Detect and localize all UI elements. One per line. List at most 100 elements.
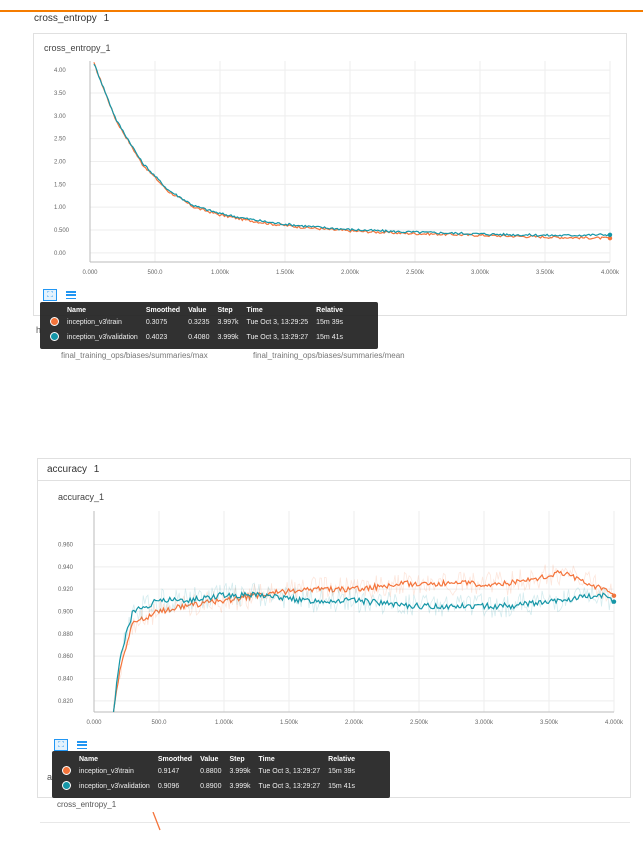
x-tick-label: 2.500k	[406, 270, 425, 276]
series-endpoint	[611, 599, 617, 604]
tooltip-cell-name: inception_v3\validation	[79, 783, 150, 790]
tooltip-accuracy: Name Smoothed Value Step Time Relative i…	[52, 751, 390, 798]
tooltip-header-step: Step	[229, 756, 245, 763]
tooltip-cell-time: Tue Oct 3, 13:29:25	[246, 319, 309, 326]
tooltip-cell-smoothed: 0.9147	[157, 768, 180, 775]
data-table-menu-icon[interactable]	[75, 739, 89, 751]
tooltip-cell-time: Tue Oct 3, 13:29:27	[258, 783, 321, 790]
tooltip-cell-smoothed: 0.4023	[145, 334, 168, 341]
y-tick-label: 0.820	[58, 699, 74, 705]
tooltip-cell-value: 0.8900	[200, 783, 222, 790]
tooltip-header-step: Step	[217, 307, 233, 314]
top-accent-bar	[0, 0, 643, 12]
x-tick-label: 1.000k	[211, 270, 230, 276]
y-tick-label: 0.00	[54, 251, 66, 257]
tooltip-cell-step: 3.999k	[229, 768, 251, 775]
background-path-mean[interactable]: final_training_ops/biases/summaries/mean	[253, 351, 405, 360]
x-tick-label: 1.000k	[215, 720, 234, 726]
tooltip-cell-name: inception_v3\train	[67, 319, 122, 326]
tooltip-row-validation: inception_v3\validation 0.4023 0.4080 3.…	[46, 330, 347, 345]
chart-title-accuracy: accuracy_1	[58, 492, 105, 502]
y-tick-label: 3.50	[54, 91, 66, 97]
x-tick-label: 4.000k	[601, 270, 620, 276]
lower-chart-title: cross_entropy_1	[57, 800, 117, 809]
series-line	[93, 62, 611, 240]
section-title-text: accuracy	[47, 464, 88, 475]
tooltip-header-smoothed: Smoothed	[145, 307, 181, 314]
tooltip-cell-time: Tue Oct 3, 13:29:27	[246, 334, 309, 341]
tooltip-cell-step: 3.997k	[217, 319, 239, 326]
tooltip-row-train: inception_v3\train 0.3075 0.3235 3.997k …	[46, 315, 347, 330]
tooltip-row-train: inception_v3\train 0.9147 0.8800 3.999k …	[58, 764, 359, 779]
x-tick-label: 500.0	[151, 720, 167, 726]
series-endpoint	[611, 593, 617, 598]
tooltip-header-value: Value	[188, 307, 207, 314]
chart-card-accuracy	[37, 458, 631, 798]
x-tick-label: 2.500k	[410, 720, 429, 726]
tooltip-cross-entropy: Name Smoothed Value Step Time Relative i…	[40, 302, 378, 349]
series-dot-validation	[50, 332, 59, 341]
series-line	[112, 569, 615, 713]
section-title-cross-entropy[interactable]: cross_entropy 1	[34, 13, 109, 24]
tooltip-cell-relative: 15m 41s	[328, 783, 355, 790]
x-tick-label: 1.500k	[276, 270, 295, 276]
series-dot-validation	[62, 781, 71, 790]
fit-domain-icon[interactable]: ⛶	[54, 739, 68, 751]
section-count: 1	[103, 13, 110, 24]
series-dot-train	[62, 766, 71, 775]
background-path-max[interactable]: final_training_ops/biases/summaries/max	[61, 351, 208, 360]
y-tick-label: 3.00	[54, 114, 66, 120]
y-tick-label: 0.500	[54, 228, 70, 234]
series-endpoint	[607, 235, 613, 241]
y-tick-label: 2.00	[54, 160, 66, 166]
tooltip-header-relative: Relative	[316, 307, 343, 314]
y-tick-label: 4.00	[54, 68, 66, 74]
fit-domain-icon[interactable]: ⛶	[43, 289, 57, 301]
y-tick-label: 1.50	[54, 182, 66, 188]
background-chip: h	[36, 325, 42, 335]
tooltip-cell-time: Tue Oct 3, 13:29:27	[258, 768, 321, 775]
chart-title-cross-entropy: cross_entropy_1	[44, 43, 111, 53]
x-tick-label: 0.000	[86, 720, 102, 726]
y-tick-label: 0.860	[58, 654, 74, 660]
tooltip-cell-value: 0.3235	[188, 319, 210, 326]
x-tick-label: 0.000	[82, 270, 98, 276]
tooltip-cell-step: 3.999k	[229, 783, 251, 790]
tooltip-header-time: Time	[258, 756, 275, 763]
x-tick-label: 2.000k	[345, 720, 364, 726]
tooltip-cell-value: 0.4080	[188, 334, 210, 341]
tooltip-header-name: Name	[79, 756, 99, 763]
y-tick-label: 2.50	[54, 137, 66, 143]
tooltip-cell-relative: 15m 39s	[316, 319, 343, 326]
y-tick-label: 0.940	[58, 565, 74, 571]
tooltip-cell-value: 0.8800	[200, 768, 222, 775]
x-tick-label: 3.000k	[475, 720, 494, 726]
series-line	[93, 63, 611, 237]
y-tick-label: 0.840	[58, 677, 74, 683]
series-raw-line	[113, 582, 615, 708]
tooltip-cell-step: 3.999k	[217, 334, 239, 341]
series-dot-train	[50, 317, 59, 326]
x-tick-label: 3.500k	[540, 720, 559, 726]
tooltip-cell-relative: 15m 39s	[328, 768, 355, 775]
x-tick-label: 3.000k	[471, 270, 490, 276]
chart-card-cross-entropy	[33, 33, 627, 316]
tooltip-header-time: Time	[246, 307, 263, 314]
data-table-menu-icon[interactable]	[64, 289, 78, 301]
x-tick-label: 4.000k	[605, 720, 624, 726]
series-raw-line	[113, 564, 615, 706]
tooltip-cell-name: inception_v3\validation	[67, 334, 138, 341]
x-tick-label: 500.0	[147, 270, 163, 276]
x-tick-label: 1.500k	[280, 720, 299, 726]
section-divider	[37, 480, 631, 481]
tooltip-cell-name: inception_v3\train	[79, 768, 134, 775]
tooltip-header-smoothed: Smoothed	[157, 756, 193, 763]
chart-cross-entropy[interactable]: 0.00 0.500 1.00 1.50 2.00 2.50 3.00 3.50 4.00 0.0…	[40, 55, 630, 285]
x-tick-label: 3.500k	[536, 270, 555, 276]
tooltip-cell-smoothed: 0.3075	[145, 319, 168, 326]
chart-accuracy[interactable]: 0.820 0.840 0.860 0.880 0.900 0.920 0.940 0.960…	[44, 505, 634, 735]
section-divider	[40, 822, 630, 823]
series-line	[112, 591, 615, 713]
section-title-accuracy[interactable]: accuracy 1	[47, 464, 99, 475]
background-chip: a	[47, 772, 53, 782]
